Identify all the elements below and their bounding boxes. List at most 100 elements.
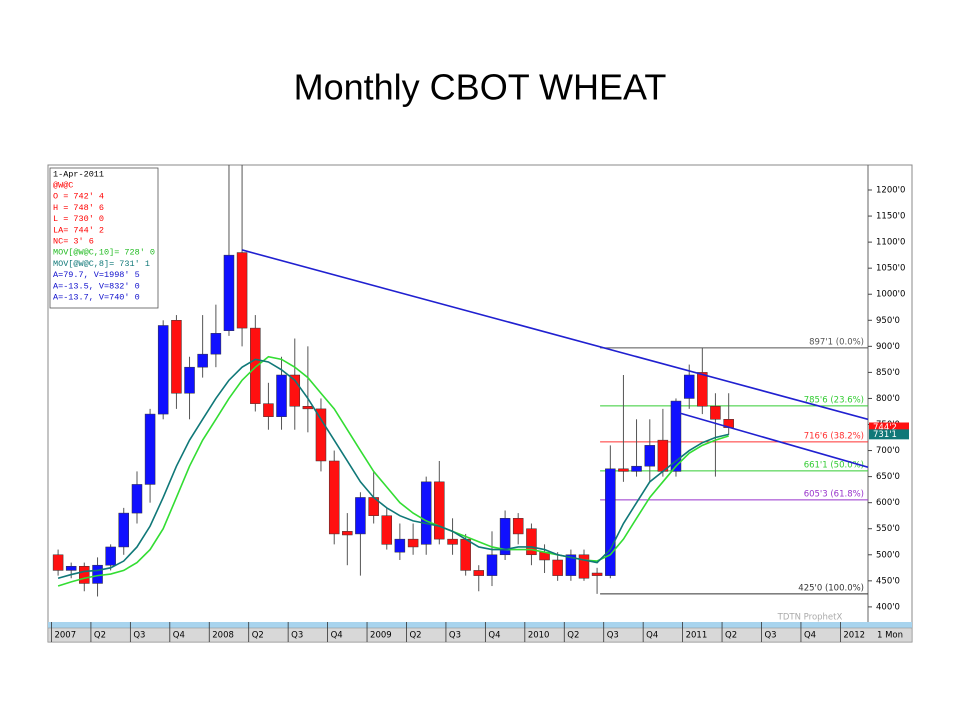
candle-body <box>355 497 366 535</box>
candle-body <box>289 374 301 407</box>
slide-title: Monthly CBOT WHEAT <box>294 67 667 108</box>
x-tick-label: Q3 <box>607 631 619 641</box>
y-tick-label: 800'0 <box>876 394 900 404</box>
candle-body <box>552 559 563 576</box>
info-line: NC= 3' 6 <box>53 236 94 246</box>
info-line: 1-Apr-2011 <box>53 169 104 179</box>
candle-body <box>605 468 616 576</box>
y-tick-label: 550'0 <box>876 524 900 534</box>
candle-body <box>315 408 327 462</box>
candle-body <box>79 565 90 584</box>
y-tick-label: 1000'0 <box>876 290 905 300</box>
candle-body <box>92 564 103 584</box>
level-label: 425'0 (100.0%) <box>798 583 864 593</box>
candle-body <box>381 515 393 545</box>
y-tick-label: 1150'0 <box>876 212 905 222</box>
candle-body <box>197 353 208 368</box>
x-tick-label: 2009 <box>370 631 392 641</box>
candle-body <box>578 554 590 579</box>
candle-body <box>526 528 537 556</box>
time-axis-bar <box>47 627 913 643</box>
info-line: LA= 744' 2 <box>53 225 104 235</box>
candle-body <box>683 374 695 399</box>
x-tick-label: Q4 <box>173 631 185 641</box>
candle-body <box>236 252 248 329</box>
candle-body <box>118 512 129 548</box>
y-tick-label: 650'0 <box>876 472 900 482</box>
info-line: L = 730' 0 <box>53 214 104 224</box>
candle-body <box>263 403 274 417</box>
candle-body <box>210 333 222 355</box>
x-tick-label: Q4 <box>804 631 816 641</box>
moving-average <box>57 358 729 579</box>
info-line: @W@C <box>53 180 73 190</box>
candle-body <box>499 518 511 556</box>
y-tick-label: 950'0 <box>876 316 900 326</box>
y-tick-label: 450'0 <box>876 576 900 586</box>
watermark: TDTN ProphetX <box>777 613 843 623</box>
x-tick-label: Q2 <box>567 631 579 641</box>
y-tick-label: 1200'0 <box>876 186 905 196</box>
y-tick-label: 900'0 <box>876 342 900 352</box>
candle-body <box>131 484 143 514</box>
chart-frame <box>47 164 913 643</box>
candle-body <box>447 538 458 545</box>
info-line: MOV[@W@C,10]= 728' 0 <box>53 248 155 258</box>
x-tick-label: 2010 <box>528 631 550 641</box>
candle-body <box>184 366 195 394</box>
candle-body <box>512 518 524 535</box>
candle-body <box>328 460 340 535</box>
x-tick-label: Q2 <box>725 631 737 641</box>
candle-body <box>434 481 445 540</box>
trendline <box>679 412 868 469</box>
candle-body <box>65 565 77 571</box>
y-tick-label: 850'0 <box>876 368 900 378</box>
candle-body <box>618 468 629 472</box>
x-tick-label: Q3 <box>291 631 303 641</box>
x-tick-label: Q2 <box>94 631 106 641</box>
candle-body <box>144 413 156 485</box>
y-tick-label: 400'0 <box>876 602 900 612</box>
x-tick-label: 2008 <box>212 631 234 641</box>
level-label: 661'1 (50.0%) <box>804 460 864 470</box>
candle-body <box>631 465 642 472</box>
y-tick-label: 1100'0 <box>876 238 905 248</box>
moving-average <box>57 355 729 587</box>
candle-body <box>342 531 353 536</box>
candle-body <box>171 320 182 394</box>
candle-body <box>473 570 484 576</box>
info-line: O = 742' 4 <box>53 192 104 202</box>
candle-body <box>644 445 656 467</box>
x-tick-label: Q2 <box>409 631 421 641</box>
candle-body <box>710 406 721 420</box>
x-tick-label: Q4 <box>646 631 658 641</box>
candle-body <box>565 554 577 576</box>
candle-body <box>394 538 406 553</box>
level-label: 716'6 (38.2%) <box>804 431 864 441</box>
candle-body <box>276 374 287 417</box>
price-tag <box>869 429 909 440</box>
time-strip <box>48 622 912 628</box>
candle-body <box>486 554 498 576</box>
x-tick-label: Q2 <box>252 631 264 641</box>
level-label: 605'3 (61.8%) <box>804 489 864 499</box>
candle-body <box>697 372 708 407</box>
candle-body <box>52 554 64 571</box>
candle-body <box>460 538 471 571</box>
candle-body <box>407 538 419 548</box>
candle-body <box>420 481 432 545</box>
candle-body <box>157 325 169 415</box>
candle-body <box>250 327 261 404</box>
info-line: A=-13.7, V=740' 0 <box>53 292 140 302</box>
candle-body <box>657 439 669 472</box>
x-tick-label: 2011 <box>686 631 708 641</box>
info-line: A=79.7, V=1998' 5 <box>53 270 140 280</box>
plot-area: 897'1 (0.0%) 785'6 (23.6%) 716'6 (38.2%) 66… <box>52 165 868 597</box>
y-tick-label: 600'0 <box>876 498 900 508</box>
x-tick-label: 2012 <box>843 631 865 641</box>
x-tick-label: Q4 <box>488 631 500 641</box>
candle-body <box>223 254 235 331</box>
level-label: 785'6 (23.6%) <box>804 395 864 405</box>
candle-body <box>302 406 314 410</box>
